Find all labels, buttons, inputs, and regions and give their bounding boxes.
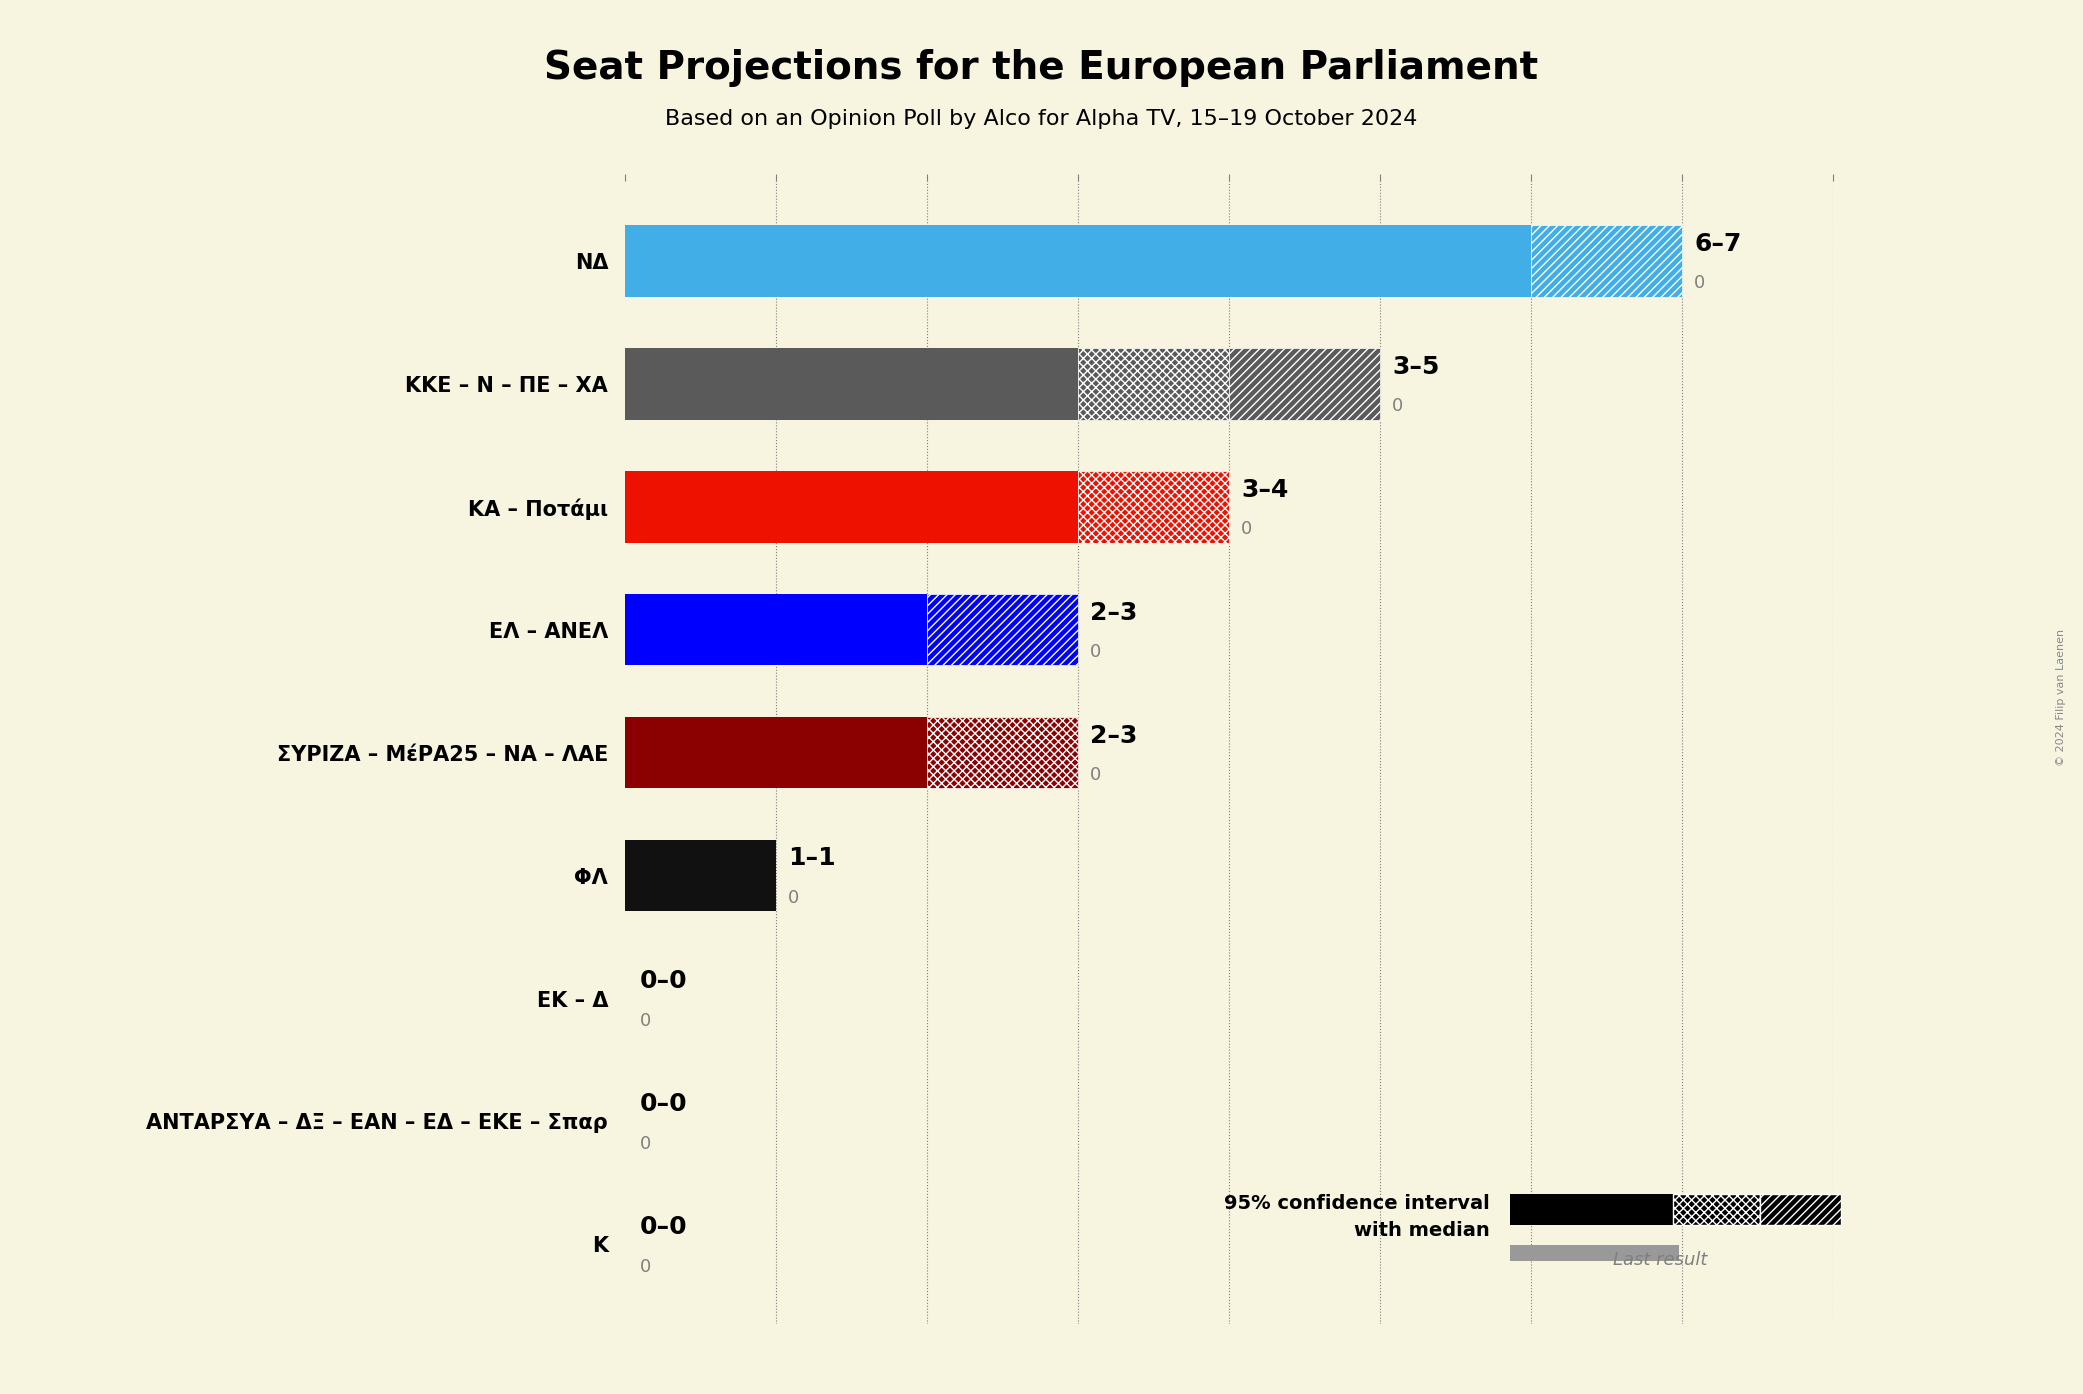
Bar — [1510, 1245, 1679, 1260]
Text: © 2024 Filip van Laenen: © 2024 Filip van Laenen — [2056, 629, 2066, 765]
Text: Seat Projections for the European Parliament: Seat Projections for the European Parlia… — [544, 49, 1539, 86]
Text: 0–0: 0–0 — [639, 1093, 687, 1117]
Text: 95% confidence interval: 95% confidence interval — [1223, 1193, 1489, 1213]
Bar — [1510, 1195, 1673, 1225]
Text: 0: 0 — [1391, 397, 1404, 415]
Text: 2–3: 2–3 — [1089, 601, 1137, 625]
Bar — [625, 348, 1079, 420]
Bar — [1531, 226, 1681, 297]
Text: 0: 0 — [787, 889, 800, 906]
Bar — [625, 226, 1531, 297]
Text: 0: 0 — [1089, 765, 1102, 783]
Text: 0: 0 — [639, 1135, 652, 1153]
Bar — [1760, 1195, 1841, 1225]
Text: 3–5: 3–5 — [1391, 355, 1439, 379]
Bar — [625, 594, 927, 665]
Text: 0: 0 — [1241, 520, 1252, 538]
Bar — [625, 841, 775, 912]
Text: Based on an Opinion Poll by Alco for Alpha TV, 15–19 October 2024: Based on an Opinion Poll by Alco for Alp… — [664, 109, 1419, 128]
Text: 3–4: 3–4 — [1241, 478, 1289, 502]
Text: with median: with median — [1354, 1221, 1489, 1241]
Bar — [625, 717, 927, 789]
Text: 6–7: 6–7 — [1693, 231, 1741, 256]
Bar — [927, 717, 1079, 789]
Text: Last result: Last result — [1612, 1250, 1708, 1269]
Text: 0: 0 — [1693, 275, 1706, 293]
Bar — [927, 594, 1079, 665]
Bar — [1079, 471, 1229, 542]
Text: 0: 0 — [639, 1257, 652, 1276]
Text: 1–1: 1–1 — [787, 846, 835, 870]
Text: 0: 0 — [639, 1012, 652, 1030]
Bar — [1229, 348, 1379, 420]
Text: 0–0: 0–0 — [639, 1216, 687, 1239]
Bar — [1673, 1195, 1760, 1225]
Text: 0–0: 0–0 — [639, 969, 687, 994]
Text: 0: 0 — [1089, 643, 1102, 661]
Bar — [1079, 348, 1229, 420]
Bar — [625, 471, 1079, 542]
Text: 2–3: 2–3 — [1089, 723, 1137, 747]
